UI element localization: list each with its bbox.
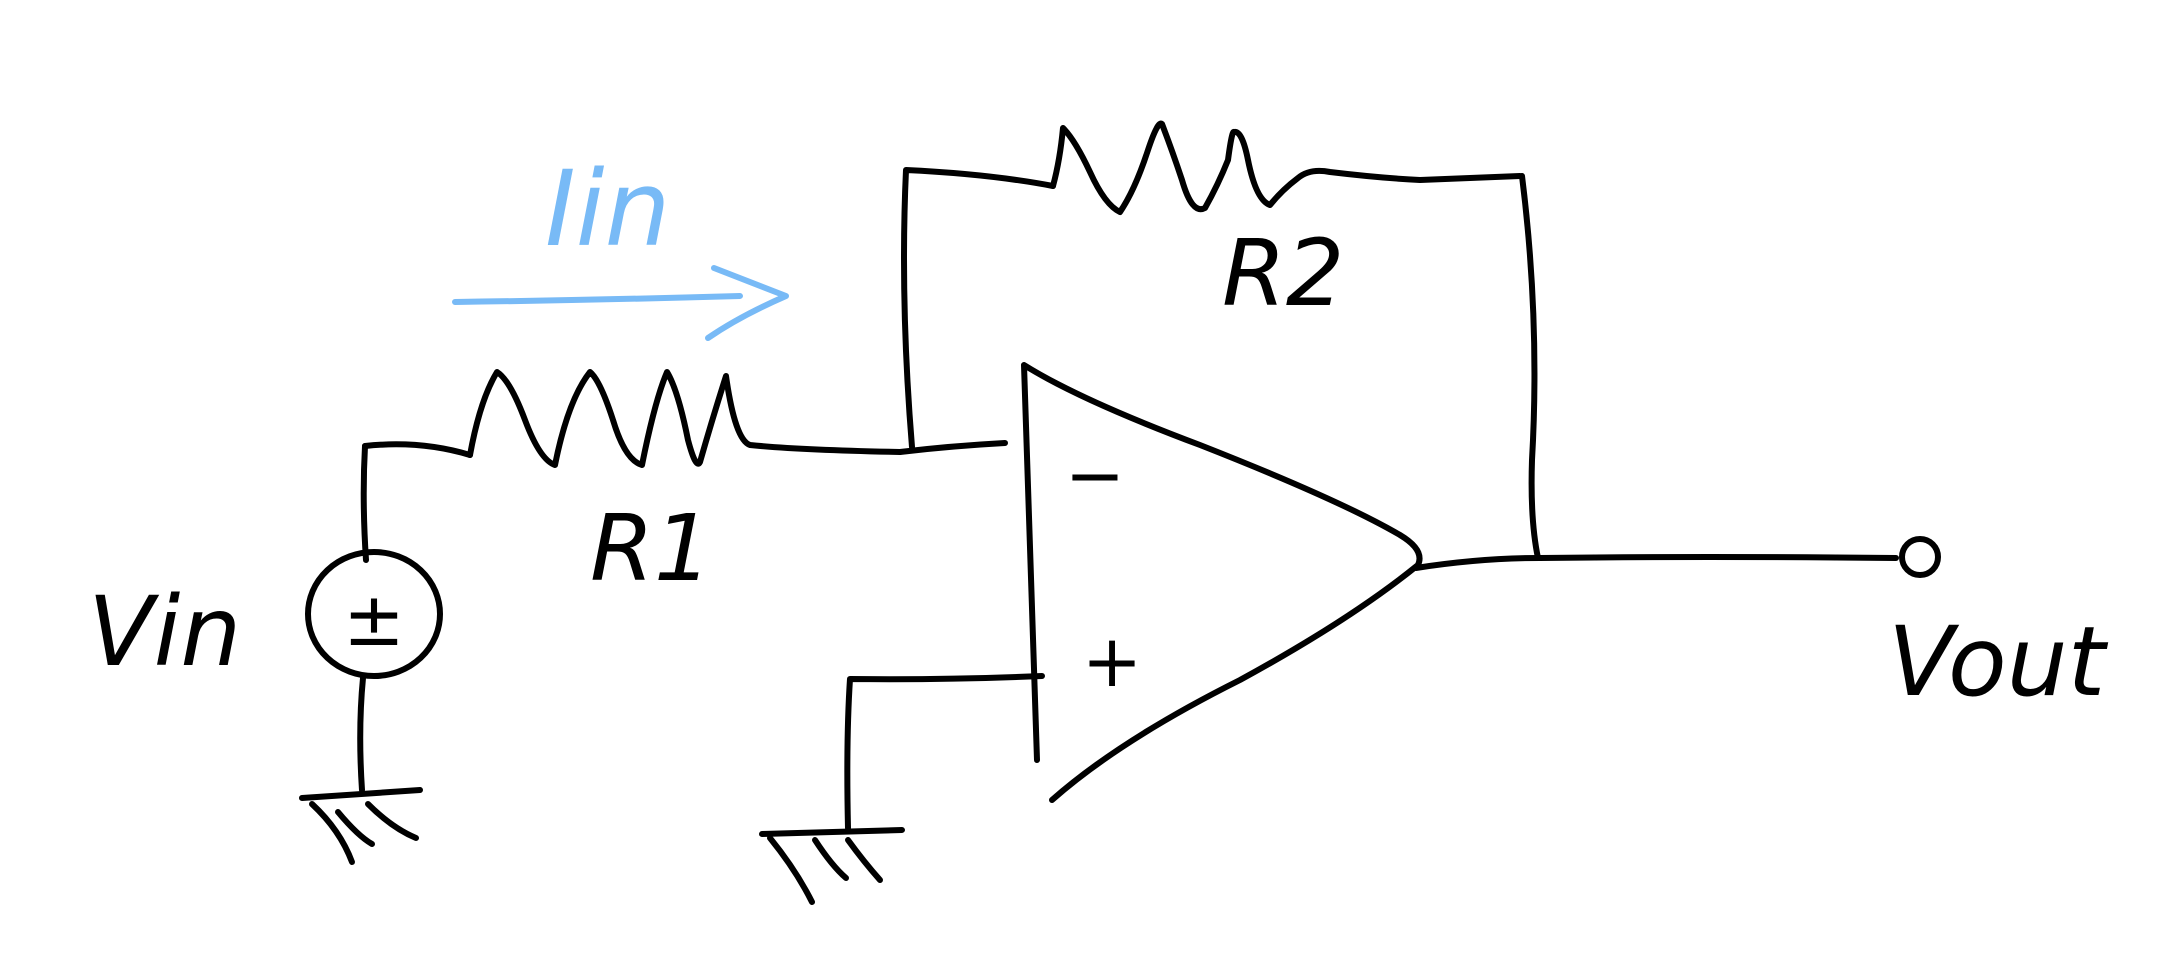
current-arrow-head bbox=[705, 265, 789, 341]
voltage-source: ± bbox=[305, 443, 443, 793]
resistor-r1-symbol bbox=[467, 369, 903, 468]
opamp-minus-sign: − bbox=[1065, 433, 1125, 517]
r1-label: R1 bbox=[590, 495, 712, 602]
input-wire bbox=[362, 441, 473, 458]
output-wire bbox=[1413, 554, 1899, 571]
vout-label: Vout bbox=[1888, 606, 2109, 718]
source-wire-bottom bbox=[357, 675, 366, 793]
resistor-r2-symbol bbox=[1050, 120, 1523, 215]
feedback-right-wire bbox=[1519, 173, 1541, 561]
output-terminal bbox=[1899, 536, 1941, 578]
current-label: Iin bbox=[545, 148, 670, 270]
feedback-left-wire bbox=[901, 167, 1056, 450]
ground-source bbox=[299, 787, 423, 865]
voltage-source-circle bbox=[305, 549, 443, 679]
r2-label: R2 bbox=[1222, 220, 1344, 327]
vin-label: Vin bbox=[88, 576, 241, 688]
wire-non-inverting-input bbox=[844, 673, 1045, 831]
opamp-plus-sign: + bbox=[1082, 619, 1142, 703]
source-wire-top bbox=[360, 443, 369, 563]
opamp-triangle bbox=[1021, 362, 1423, 803]
current-arrow bbox=[452, 293, 743, 305]
source-polarity-symbol: ± bbox=[343, 577, 405, 663]
ground-non-inverting bbox=[759, 827, 905, 905]
wire-to-inverting-input bbox=[897, 440, 1008, 455]
